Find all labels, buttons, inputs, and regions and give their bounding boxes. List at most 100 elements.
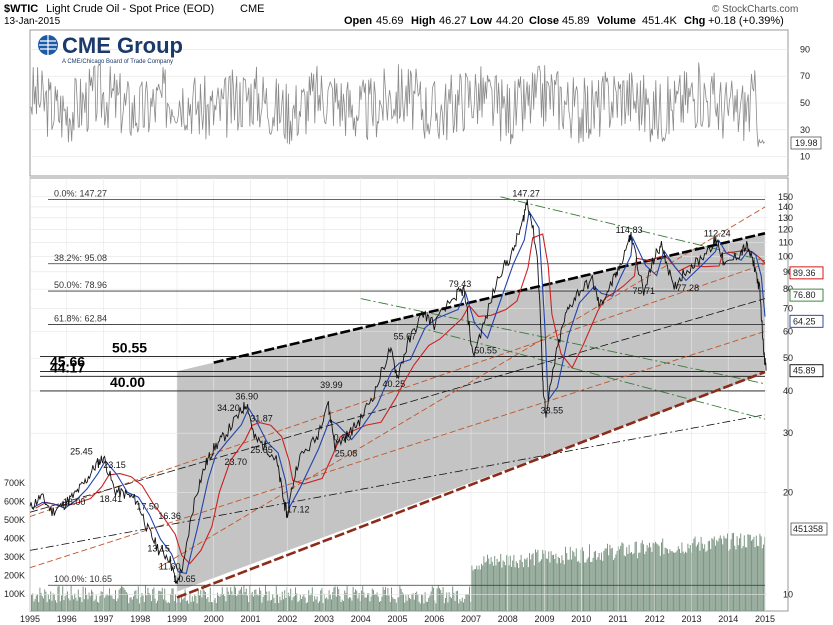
x-tick-label: 2014 — [718, 614, 738, 624]
price-annotation: 33.55 — [541, 406, 564, 416]
volume-bar — [753, 536, 755, 611]
volume-bar — [433, 587, 434, 611]
volume-bar — [735, 549, 737, 611]
volume-bar — [628, 544, 630, 611]
black-channel-line — [29, 298, 766, 513]
volume-bar — [236, 596, 238, 611]
volume-bar — [159, 590, 161, 611]
volume-bar — [347, 598, 349, 611]
volume-bar — [650, 547, 652, 611]
volume-bar — [181, 597, 182, 611]
rsi-tick-label: 90 — [800, 44, 810, 54]
volume-bar — [539, 561, 541, 611]
price-annotation: 23.15 — [103, 460, 126, 470]
channel-mid-line — [29, 263, 766, 517]
volume-bar — [591, 561, 593, 611]
volume-bar — [261, 602, 263, 611]
fib-label: 50.0%: 78.96 — [54, 280, 107, 290]
volume-bar — [615, 554, 617, 611]
volume-bar — [124, 590, 126, 611]
volume-bar — [130, 597, 132, 611]
volume-bar — [165, 600, 167, 611]
volume-bar — [698, 542, 700, 611]
volume-bar — [704, 544, 706, 611]
volume-bar — [61, 595, 62, 611]
volume-bar — [421, 594, 422, 611]
right-label-box — [789, 364, 824, 378]
volume-bar — [113, 599, 115, 611]
y-tick-label: 130 — [778, 213, 793, 223]
volume-bar — [359, 601, 361, 611]
volume-bar — [305, 603, 307, 611]
volume-bar — [676, 550, 678, 611]
volume-bar — [587, 557, 589, 611]
volume-bar — [194, 594, 196, 611]
volume-bar — [622, 543, 624, 611]
price-annotation: 11.60 — [159, 562, 181, 572]
volume-bar — [226, 587, 228, 611]
volume-bar — [683, 553, 685, 611]
volume-bar — [578, 560, 580, 611]
channel-upper-line — [158, 206, 766, 569]
volume-bar — [167, 602, 169, 611]
volume-bar — [665, 548, 667, 611]
volume-bar — [191, 596, 193, 611]
volume-bar — [727, 533, 728, 611]
volume-bar — [152, 589, 154, 611]
volume-bar — [321, 588, 323, 611]
volume-bar — [605, 548, 607, 611]
volume-bar — [466, 593, 468, 611]
volume-bar — [281, 591, 283, 611]
volume-bar — [386, 595, 388, 611]
volume-bar — [531, 554, 533, 611]
volume-bar — [307, 602, 308, 611]
volume-bar — [659, 555, 661, 611]
volume-bar — [158, 590, 160, 611]
right-labels: 89.36 76.80 64.25 45.89 — [789, 266, 824, 378]
volume-bar — [89, 596, 91, 611]
volume-bar — [251, 591, 253, 611]
volume-bar — [280, 600, 282, 611]
volume-bar — [401, 592, 403, 611]
volume-bar — [478, 565, 480, 611]
volume-bar — [592, 558, 594, 611]
volume-bar — [154, 598, 156, 611]
volume-bar — [718, 538, 720, 611]
volume-bar — [404, 602, 406, 611]
price-annotation: 112.24 — [704, 228, 731, 238]
volume-bar — [67, 591, 68, 611]
volume-bar — [310, 593, 312, 611]
volume-bar — [412, 593, 414, 611]
x-tick-label: 1998 — [130, 614, 150, 624]
volume-bar — [105, 595, 107, 611]
volume-bar — [723, 535, 725, 611]
volume-bar — [157, 600, 158, 611]
volume-bar — [436, 588, 438, 611]
volume-bar — [85, 587, 86, 611]
volume-bar — [649, 542, 650, 611]
volume-bar — [128, 603, 130, 611]
volume-bar — [338, 589, 340, 611]
volume-bar — [37, 594, 38, 611]
volume-bar — [509, 555, 511, 611]
volume-bar — [98, 602, 100, 611]
volume-bar — [710, 549, 712, 611]
volume-bar — [163, 599, 164, 611]
volume-bar — [448, 592, 450, 611]
volume-bar — [123, 588, 125, 611]
volume-bar — [190, 601, 192, 611]
right-label-value: 89.36 — [793, 268, 816, 278]
volume-bar — [754, 547, 756, 611]
x-tick-label: 2005 — [387, 614, 407, 624]
volume-bar — [175, 594, 176, 611]
volume-tick-label: 500K — [4, 515, 25, 525]
y-tick-label: 70 — [783, 304, 793, 314]
volume-bar — [189, 592, 191, 611]
volume-bar — [589, 544, 590, 611]
volume-bar — [717, 541, 719, 611]
rsi-tick-label: 70 — [800, 71, 810, 81]
volume-bar — [68, 598, 70, 611]
volume-bar — [488, 558, 490, 611]
volume-bar — [86, 595, 88, 611]
volume-bar — [673, 552, 674, 611]
